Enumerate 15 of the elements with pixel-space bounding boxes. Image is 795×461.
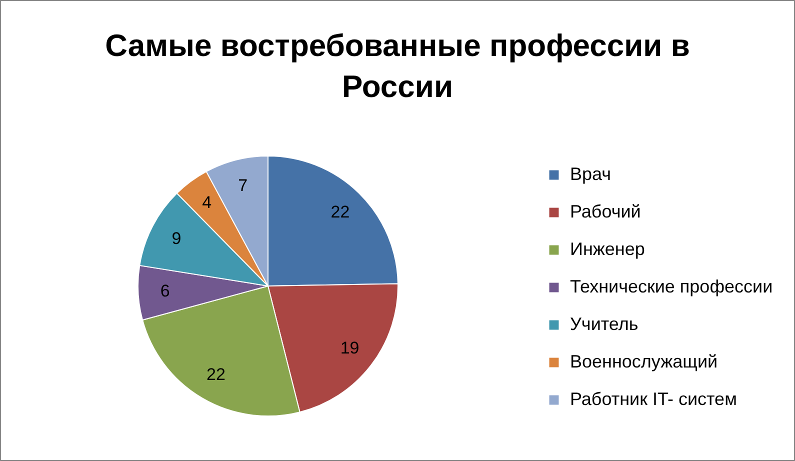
legend-label: Технические профессии (570, 276, 773, 296)
data-label: 4 (202, 193, 212, 212)
legend-label: Работник IT- систем (570, 389, 737, 409)
legend-label: Врач (570, 164, 612, 184)
data-label: 22 (206, 364, 226, 384)
data-label: 6 (160, 281, 170, 300)
data-label: 19 (340, 338, 360, 358)
data-label: 22 (330, 202, 350, 222)
legend-label: Военнослужащий (570, 352, 718, 372)
legend-label: Рабочий (570, 202, 641, 222)
legend-label: Инженер (570, 239, 645, 259)
legend-label: Учитель (570, 314, 638, 334)
chart-title: Самые востребованные профессии в России (105, 28, 690, 104)
data-label: 9 (172, 228, 182, 248)
data-label: 7 (238, 176, 248, 196)
